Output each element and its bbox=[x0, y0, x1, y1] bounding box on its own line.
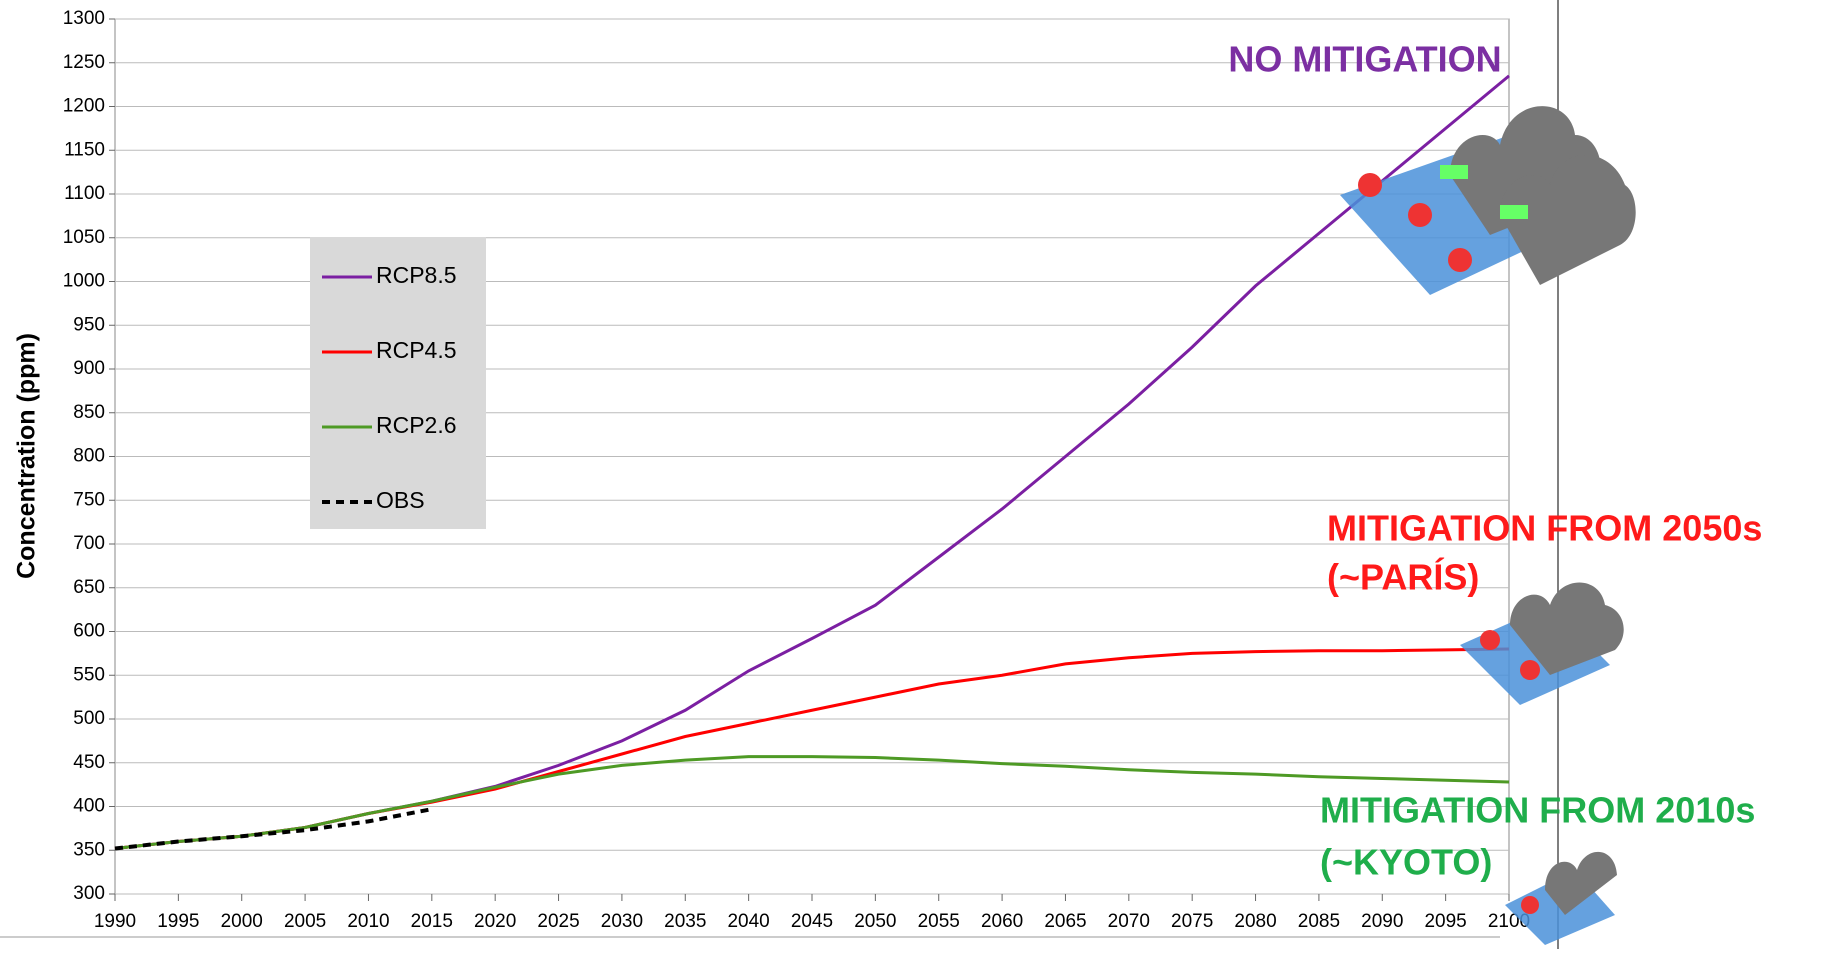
y-axis-label: Concentration (ppm) bbox=[13, 333, 41, 579]
x-tick-label: 2015 bbox=[411, 911, 453, 932]
x-tick-label: 2075 bbox=[1171, 911, 1213, 932]
plot: 300 350 400 450 500 550 600 650 700 750 800 850 900 9… bbox=[63, 8, 1530, 932]
legend-label: RCP2.6 bbox=[376, 412, 457, 438]
annotation: NO MITIGATION bbox=[1228, 39, 1501, 80]
annotation: (~PARÍS) bbox=[1327, 557, 1479, 598]
x-tick-label: 2060 bbox=[981, 911, 1023, 932]
x-tick-label: 2025 bbox=[537, 911, 579, 932]
x-tick-label: 2080 bbox=[1234, 911, 1276, 932]
y-tick-label: 950 bbox=[73, 314, 105, 335]
legend: RCP8.5 RCP4.5 RCP2.6 OBS bbox=[310, 237, 486, 529]
y-tick-label: 1150 bbox=[64, 139, 105, 160]
y-tick-label: 1250 bbox=[63, 52, 105, 73]
x-tick-label: 2090 bbox=[1361, 911, 1403, 932]
chart: Concentration (ppm) 300 350 400 450 500 550 60… bbox=[0, 0, 1839, 949]
annotation: MITIGATION FROM 2010s bbox=[1320, 790, 1755, 831]
y-tick-label: 650 bbox=[73, 577, 105, 598]
x-tick-label: 1995 bbox=[157, 911, 199, 932]
legend-label: OBS bbox=[376, 487, 425, 513]
x-tick-label: 2000 bbox=[221, 911, 263, 932]
y-tick-label: 1300 bbox=[63, 8, 105, 29]
x-tick-label: 2040 bbox=[727, 911, 769, 932]
annotation: (~KYOTO) bbox=[1320, 842, 1492, 883]
y-tick-label: 900 bbox=[73, 358, 105, 379]
x-tick-label: 2045 bbox=[791, 911, 833, 932]
series-line bbox=[115, 809, 432, 848]
x-tick-label: 2010 bbox=[347, 911, 389, 932]
x-tick-label: 2030 bbox=[601, 911, 643, 932]
y-tick-label: 400 bbox=[73, 796, 105, 817]
y-tick-label: 700 bbox=[73, 533, 105, 554]
y-tick-label: 800 bbox=[73, 446, 105, 467]
series-line bbox=[115, 649, 1509, 849]
pollution-icon-medium bbox=[1460, 583, 1624, 706]
x-tick-label: 2085 bbox=[1298, 911, 1340, 932]
x-tick-label: 2065 bbox=[1044, 911, 1086, 932]
series-line bbox=[115, 757, 1509, 849]
y-tick-label: 550 bbox=[73, 664, 105, 685]
legend-label: RCP4.5 bbox=[376, 337, 457, 363]
x-tick-label: 1990 bbox=[94, 911, 136, 932]
y-tick-label: 350 bbox=[73, 839, 105, 860]
y-tick-label: 1200 bbox=[63, 96, 105, 117]
x-tick-label: 2050 bbox=[854, 911, 896, 932]
y-tick-label: 450 bbox=[73, 752, 105, 773]
y-tick-label: 1000 bbox=[63, 271, 105, 292]
y-tick-label: 500 bbox=[73, 708, 105, 729]
x-tick-label: 2035 bbox=[664, 911, 706, 932]
x-tick-label: 2005 bbox=[284, 911, 326, 932]
x-tick-label: 2095 bbox=[1424, 911, 1466, 932]
legend-label: RCP8.5 bbox=[376, 262, 457, 288]
y-tick-label: 1050 bbox=[63, 227, 105, 248]
y-tick-label: 600 bbox=[73, 621, 105, 642]
y-tick-label: 750 bbox=[73, 489, 105, 510]
y-tick-label: 1100 bbox=[64, 183, 105, 204]
x-tick-label: 2055 bbox=[918, 911, 960, 932]
x-tick-label: 2020 bbox=[474, 911, 516, 932]
annotation: MITIGATION FROM 2050s bbox=[1327, 508, 1762, 549]
x-tick-label: 2070 bbox=[1108, 911, 1150, 932]
y-tick-label: 300 bbox=[73, 883, 105, 904]
y-tick-label: 850 bbox=[73, 402, 105, 423]
pollution-icon-large bbox=[1340, 106, 1636, 295]
